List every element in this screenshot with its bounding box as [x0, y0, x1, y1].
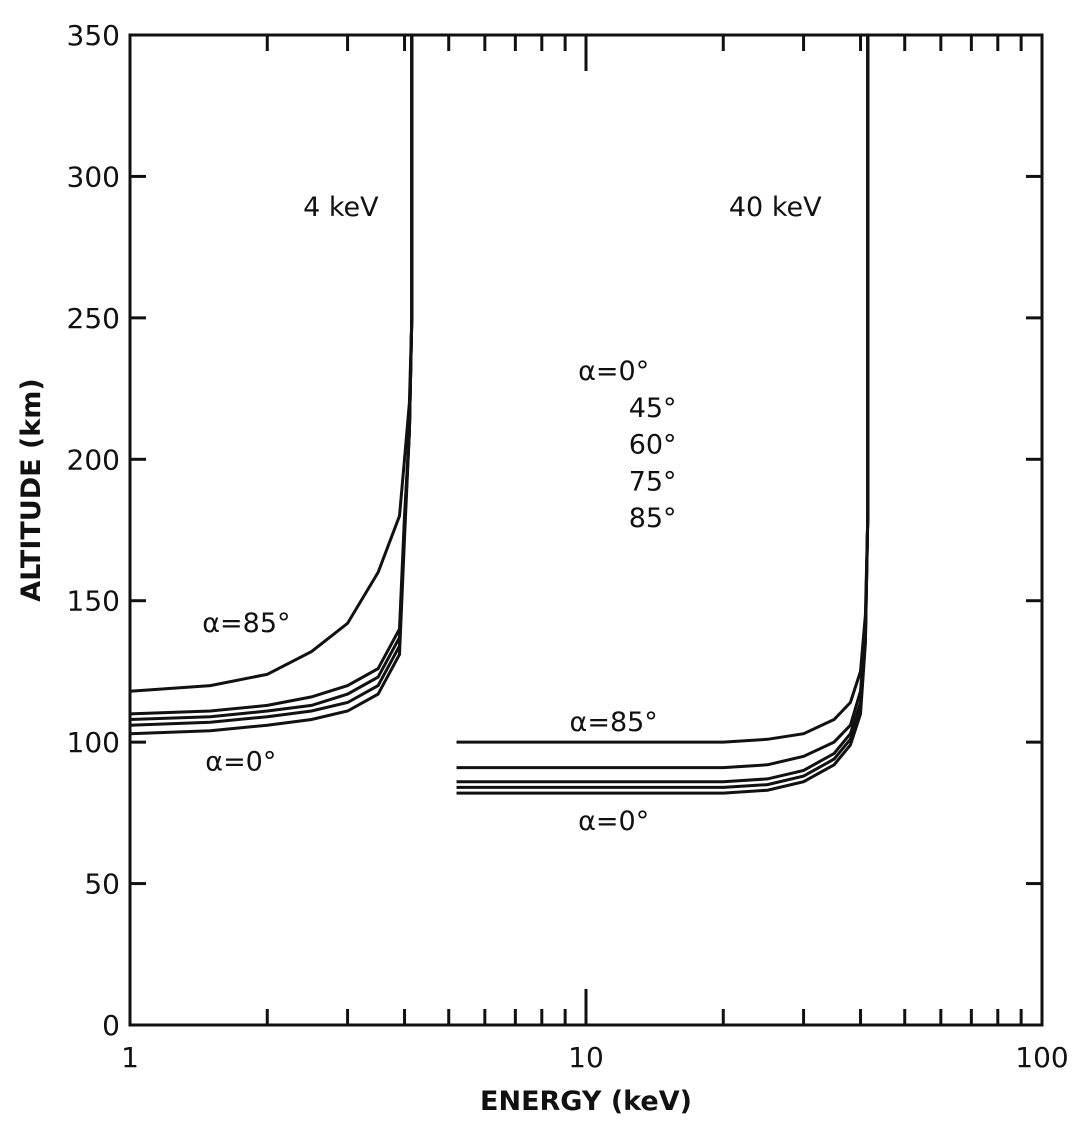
y-tick-label: 50: [84, 868, 120, 901]
annotation-label: 85°: [629, 503, 677, 534]
annotation-label: α=85°: [202, 608, 290, 639]
series-line-5: [129, 35, 414, 736]
x-axis-title: ENERGY (keV): [480, 1086, 692, 1117]
x-tick-label: 10: [568, 1041, 604, 1074]
y-tick-label: 0: [102, 1009, 120, 1042]
y-tick-label: 150: [67, 585, 120, 618]
annotation-label: α=0°: [205, 746, 276, 777]
curves-group: [129, 35, 870, 795]
annotation-label: 45°: [629, 393, 677, 424]
y-tick-label: 300: [67, 160, 120, 193]
annotation-label: α=0°: [578, 806, 649, 837]
annotation-label: α=0°: [578, 356, 649, 387]
y-tick-label: 200: [67, 443, 120, 476]
y-tick-label: 350: [67, 19, 120, 52]
x-tick-label: 100: [1015, 1041, 1068, 1074]
annotation-label: 75°: [629, 466, 677, 497]
series-line-10: [456, 35, 870, 795]
series-line-6: [456, 35, 870, 744]
y-tick-label: 100: [67, 726, 120, 759]
annotation-label: α=85°: [570, 707, 658, 738]
x-tick-label: 1: [121, 1041, 139, 1074]
series-line-1: [129, 35, 414, 693]
plot-frame: [128, 33, 1044, 1027]
axis-ticks: [128, 33, 1044, 1027]
y-axis-title: ALTITUDE (km): [16, 378, 47, 601]
annotation-label: 4 keV: [303, 192, 379, 223]
annotation-label: 60°: [629, 430, 677, 461]
annotation-label: 40 keV: [729, 192, 822, 223]
tick-labels: 1 10 100 0 50 100 150 200 250 300 350: [67, 19, 1069, 1074]
annotations: 4 keV 40 keV α=0° 45° 60° 75° 85° α=85° α=0° α=85…: [202, 192, 822, 837]
y-tick-label: 250: [67, 302, 120, 335]
